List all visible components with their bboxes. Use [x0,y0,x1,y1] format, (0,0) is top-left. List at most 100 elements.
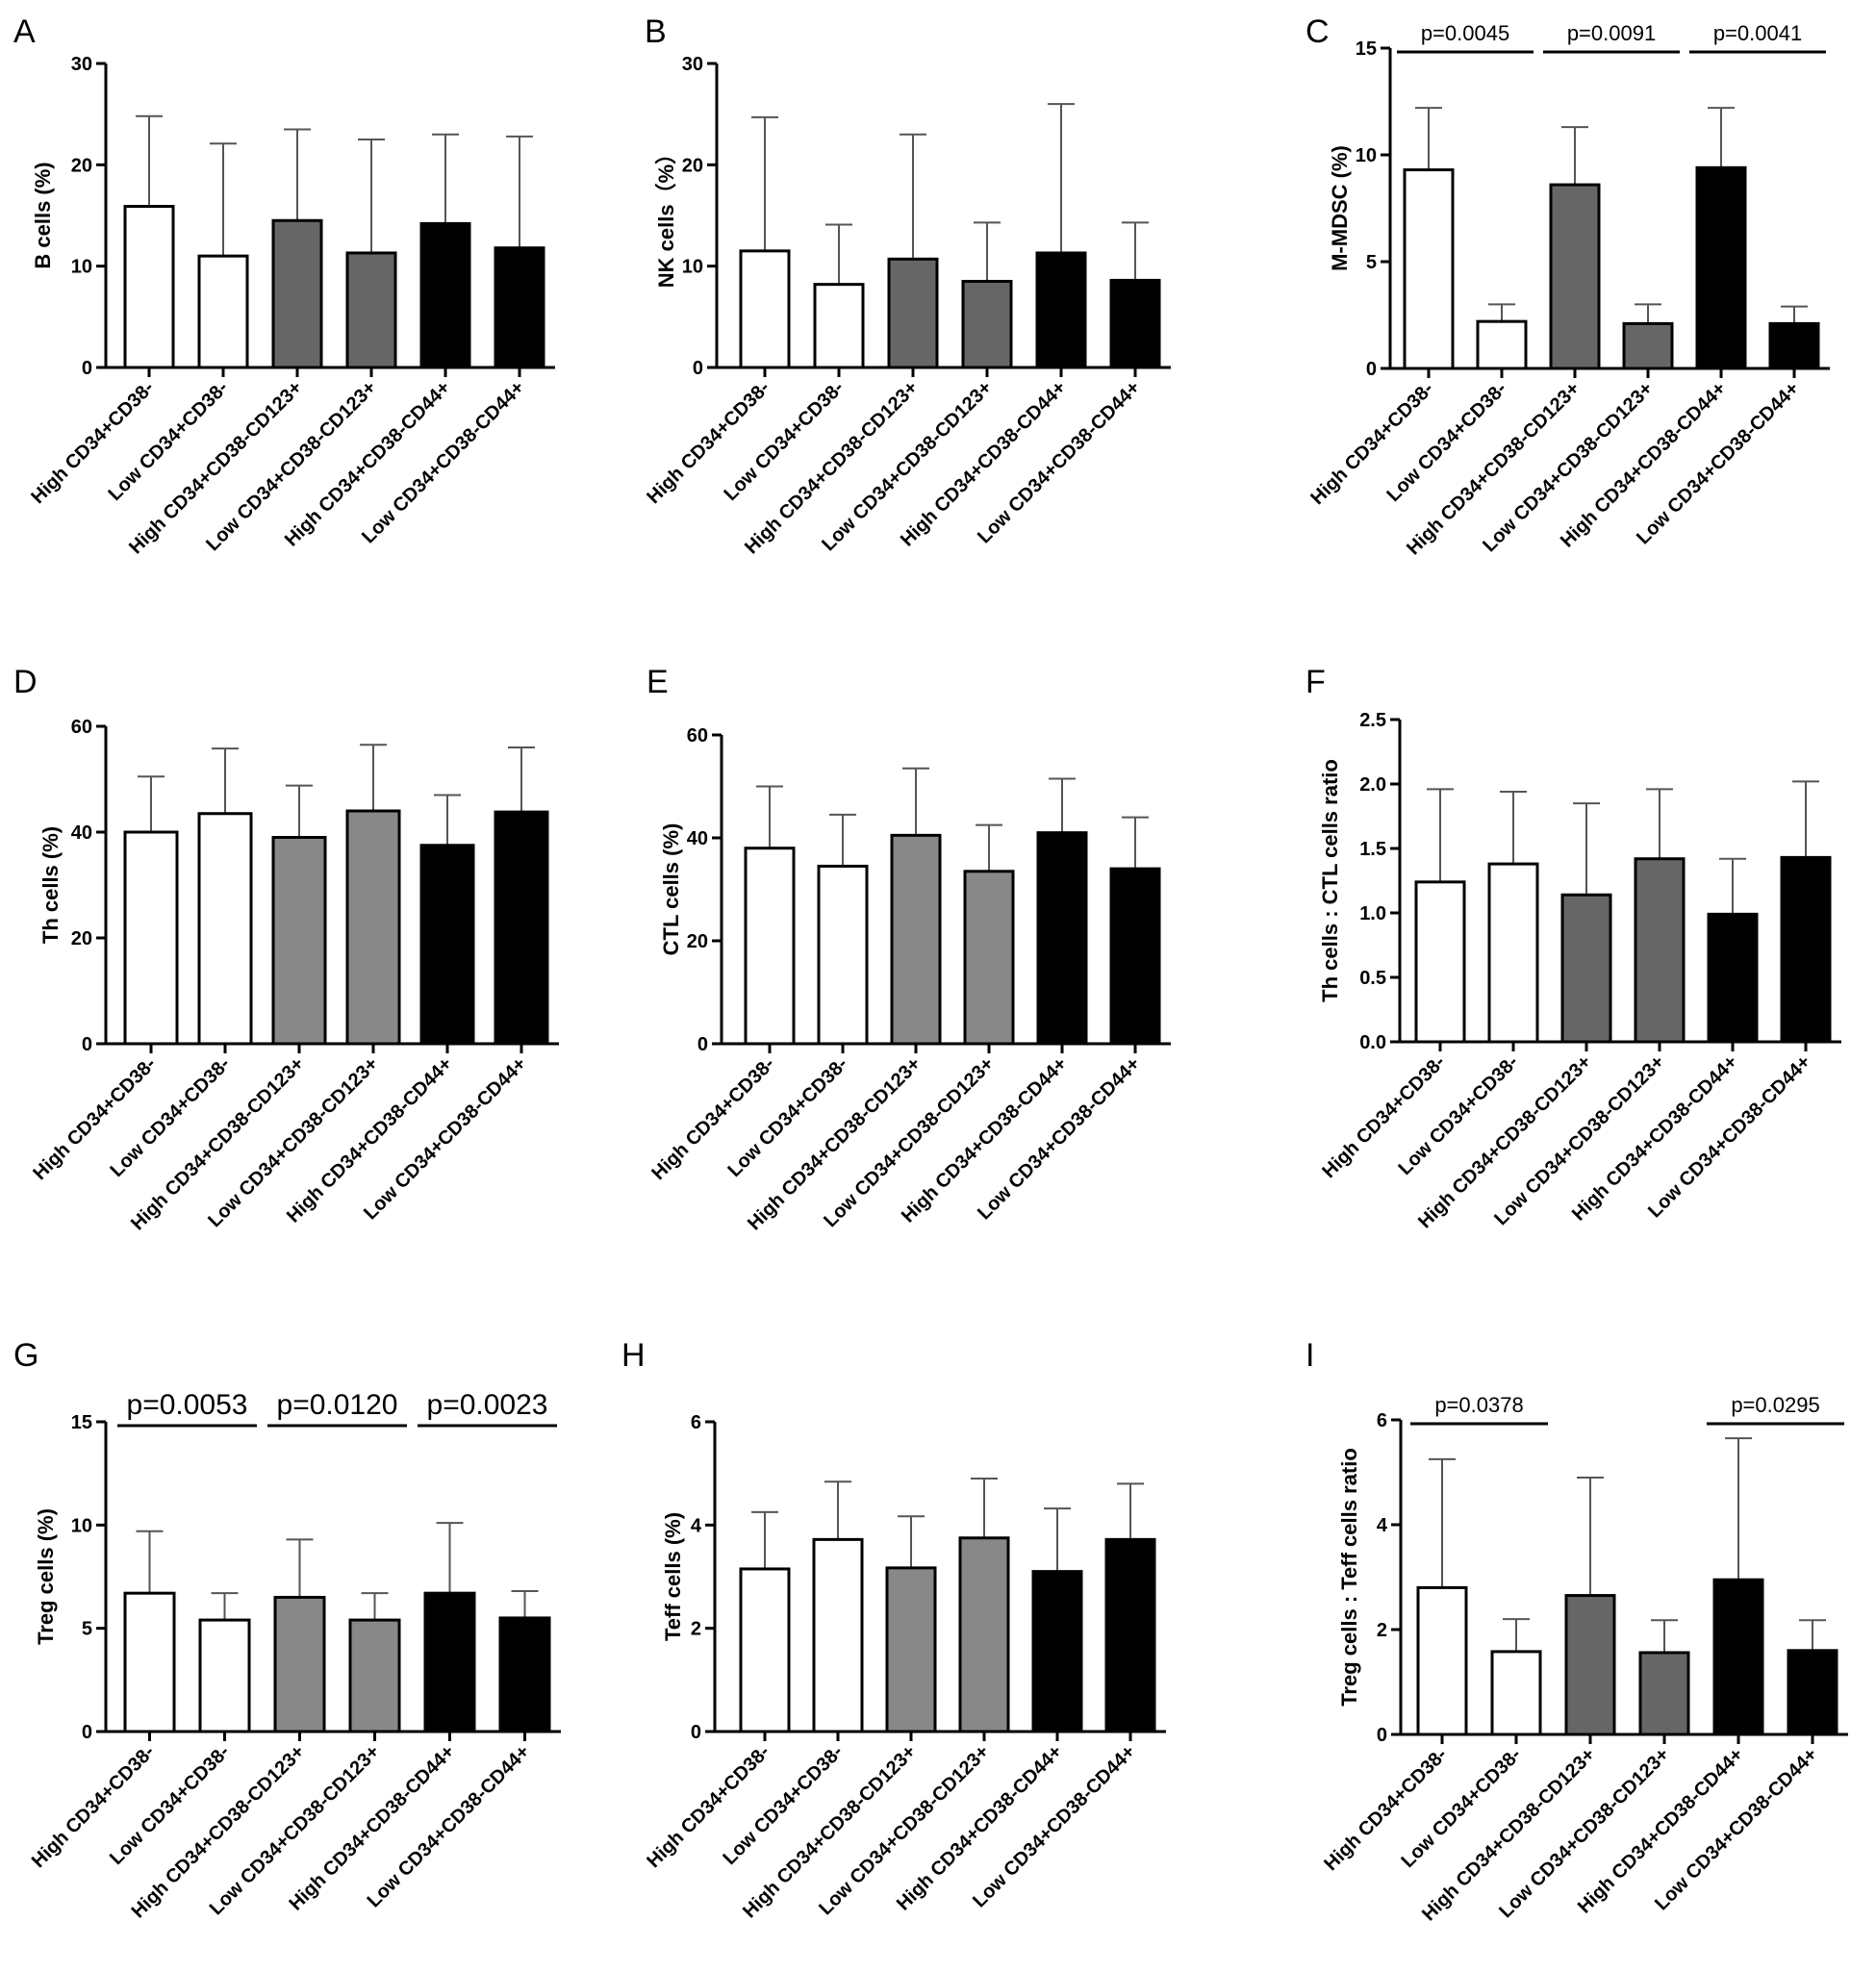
panel-c-p-value: p=0.0041 [1713,21,1802,45]
panel-d-bar-4 [345,809,401,1046]
panel-d-bar-6 [494,810,549,1046]
panel-i-bar-6 [1787,1649,1838,1736]
panel-g-bar-5 [423,1591,476,1733]
panel-f-y-tick-label: 1.0 [1359,903,1386,924]
panel-g-p-value: p=0.0053 [127,1389,248,1421]
panel-d-y-tick-label: 20 [71,928,92,949]
panel-d-y-axis-label: Th cells (%) [38,826,63,944]
panel-f-y-tick-label: 1.5 [1359,839,1386,860]
panel-e-bar-1 [744,847,796,1046]
panel-e-y-tick-label: 40 [687,828,708,849]
panel-i-bar-5 [1712,1578,1764,1736]
panel-e-bar-5 [1036,831,1088,1046]
panel-e-letter: E [646,664,669,700]
panel-d-bar-1 [123,830,179,1046]
panel-d-y-tick-label: 60 [71,717,92,738]
panel-f-y-axis-label: Th cells : CTL cells ratio [1318,759,1342,1002]
panel-g-p-value: p=0.0120 [277,1389,398,1421]
panel-h-y-tick-label: 2 [691,1619,701,1640]
panel-f-bar-5 [1707,912,1759,1044]
panel-c-bar-3 [1549,183,1601,370]
panel-f-x-tick-label: Low CD34+CD38- [1394,1051,1522,1179]
panel-c-x-tick-label: High CD34+CD38- [1306,378,1437,509]
panel-d-bar-2 [197,812,253,1046]
panel-e-bar-6 [1109,867,1161,1046]
panel-c-x-tick-label: Low CD34+CD38- [1382,378,1510,506]
panel-i-y-axis-label: Treg cells : Teff cells ratio [1337,1448,1361,1707]
panel-c-y-axis-label: M-MDSC (%) [1328,145,1352,271]
panel-f-y-tick-label: 0.0 [1359,1032,1386,1053]
panel-f-x-tick-label: High CD34+CD38- [1318,1051,1449,1182]
panel-i-bar-1 [1416,1585,1468,1736]
panel-f-bar-1 [1414,880,1466,1044]
panel-c-bar-1 [1403,168,1455,370]
panel-b-bar-3 [887,257,939,369]
panel-b-y-tick-label: 10 [682,257,703,278]
panel-c-letter: C [1306,13,1330,50]
panel-h-y-axis-label: Teff cells (%) [661,1512,685,1641]
panel-a-letter: A [13,13,36,50]
panel-b-y-tick-label: 30 [682,54,703,75]
panel-g-y-tick-label: 15 [71,1412,92,1433]
panel-c-y-tick-label: 0 [1366,359,1377,380]
panel-a-bar-5 [419,221,471,369]
panel-e-y-tick-label: 20 [687,931,708,952]
panel-a-y-tick-label: 30 [71,54,92,75]
panel-a-y-tick-label: 0 [82,358,92,379]
panel-g-y-tick-label: 10 [71,1515,92,1536]
panel-e-y-tick-label: 60 [687,725,708,746]
panel-e-bar-2 [817,864,869,1046]
panel-e-x-tick-label: High CD34+CD38- [647,1053,778,1184]
panel-a-bar-6 [494,246,545,369]
panel-h-y-tick-label: 0 [691,1722,701,1743]
panel-i-p-value: p=0.0295 [1731,1393,1819,1417]
panel-c-y-tick-label: 5 [1366,252,1377,273]
panel-i-p-value: p=0.0378 [1434,1393,1523,1417]
panel-i-y-tick-label: 6 [1377,1410,1387,1431]
panel-h-letter: H [621,1337,646,1374]
panel-g-letter: G [13,1337,38,1374]
panel-e-bar-4 [963,870,1015,1046]
panel-h-y-tick-label: 6 [691,1412,701,1433]
panel-g-bar-3 [273,1595,326,1733]
panel-h-bar-5 [1031,1570,1083,1733]
panel-f-bar-6 [1780,855,1832,1044]
panel-g-p-value: p=0.0023 [427,1389,548,1421]
panel-h-x-tick-label: Low CD34+CD38- [719,1741,847,1869]
panel-b-bar-6 [1109,278,1161,369]
panel-b-letter: B [645,13,667,50]
panel-f-y-tick-label: 2.0 [1359,774,1386,796]
panel-c-bar-2 [1476,319,1528,370]
panel-a-bar-2 [197,254,249,369]
panel-g-y-tick-label: 0 [82,1722,92,1743]
panel-h-bar-2 [812,1537,864,1733]
panel-d-letter: D [13,664,38,700]
panel-f-y-tick-label: 0.5 [1359,968,1386,989]
panel-f-letter: F [1306,664,1326,700]
panel-i-y-tick-label: 2 [1377,1620,1387,1641]
panel-f-y-tick-label: 2.5 [1359,710,1386,731]
panel-c-p-value: p=0.0091 [1567,21,1656,45]
panel-i-bar-4 [1638,1651,1690,1736]
panel-e-bar-3 [890,833,942,1046]
panel-b-bar-1 [739,249,791,369]
panel-a-bar-1 [123,205,175,369]
panel-d-y-tick-label: 40 [71,822,92,844]
panel-f-bar-4 [1634,857,1686,1044]
panel-i-y-tick-label: 0 [1377,1725,1387,1746]
panel-b-y-axis-label: NK cells（%） [654,143,678,288]
panel-e-x-tick-label: Low CD34+CD38- [723,1053,851,1181]
panel-h-y-tick-label: 4 [691,1515,702,1536]
panel-h-bar-6 [1104,1537,1156,1733]
panel-h-bar-3 [885,1566,937,1733]
panel-c-p-value: p=0.0045 [1421,21,1509,45]
panel-b-x-tick-label: High CD34+CD38- [643,377,773,508]
panel-i-letter: I [1306,1337,1314,1374]
panel-a-bar-4 [345,251,397,369]
panel-i-bar-2 [1490,1650,1542,1736]
panel-i-y-tick-label: 4 [1377,1515,1388,1536]
panel-d-x-tick-label: High CD34+CD38- [29,1053,160,1184]
panel-b-y-tick-label: 0 [693,358,703,379]
panel-c-bar-5 [1695,165,1747,370]
